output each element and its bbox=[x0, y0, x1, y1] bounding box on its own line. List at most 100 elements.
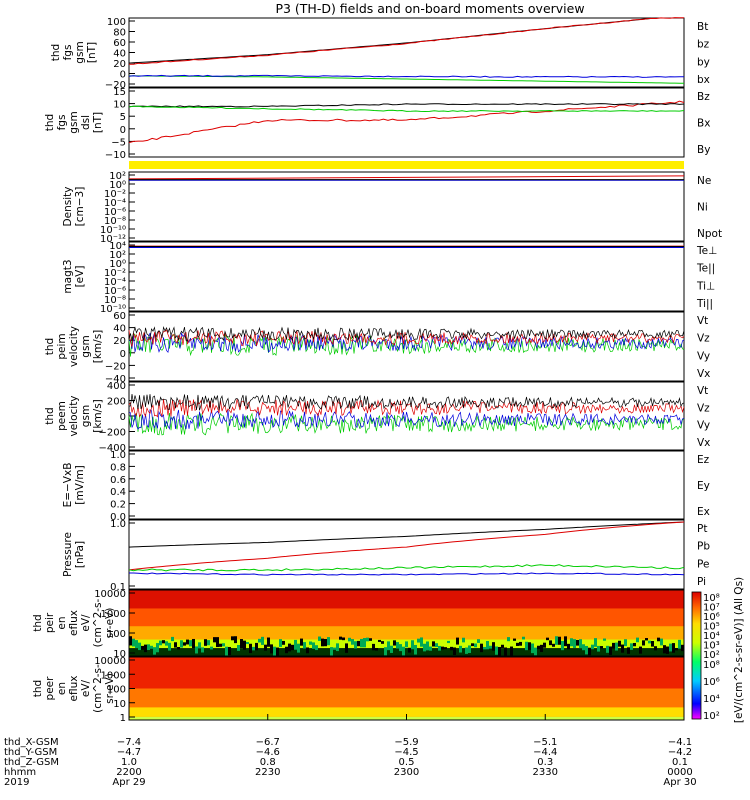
spectrogram-pixel bbox=[156, 643, 159, 653]
y-axis-label-line: [nT] bbox=[86, 42, 98, 63]
y-axis-label-line: eV/ bbox=[80, 614, 92, 632]
spectrogram-pixel bbox=[603, 638, 606, 641]
panel-5: 6040200−20−40thdpeimvelocitygsm[km/s]VtV… bbox=[44, 311, 710, 385]
y-axis-label-line: gsm bbox=[68, 111, 80, 133]
y-tick-label: −10 bbox=[105, 150, 126, 161]
y-axis-label: magt3[eV] bbox=[62, 259, 86, 293]
spectrogram-band bbox=[129, 590, 684, 609]
spectrogram-pixel bbox=[330, 647, 333, 657]
spectrogram-pixel bbox=[204, 639, 207, 646]
spectrogram-pixel bbox=[174, 642, 177, 648]
spectrogram-pixel bbox=[477, 639, 480, 643]
spectrogram-pixel bbox=[558, 636, 561, 645]
spectrogram-pixel bbox=[429, 646, 432, 651]
series-Pt bbox=[128, 521, 685, 548]
spectrogram-pixel bbox=[504, 647, 507, 658]
spectrogram-pixel bbox=[372, 643, 375, 651]
spectrogram-pixel bbox=[459, 645, 462, 653]
spectrogram-pixel bbox=[159, 640, 162, 646]
y-axis-label-line: velocity bbox=[68, 395, 80, 436]
y-axis-label-line: thd bbox=[32, 614, 44, 631]
y-axis-label-line: dsl bbox=[80, 115, 92, 130]
spectrogram-pixel bbox=[342, 637, 345, 641]
panel-10: 10000 1000 100 10 1 thdpeerenefluxeV/(cm^2-s-… bbox=[32, 656, 685, 724]
spectrogram-pixel bbox=[534, 647, 537, 656]
spectrogram-pixel bbox=[255, 642, 258, 651]
spectrogram-pixel bbox=[660, 638, 663, 646]
legend-Ni: Ni bbox=[697, 202, 708, 214]
spectrogram-pixel bbox=[267, 637, 270, 647]
spectrogram-pixel bbox=[594, 638, 597, 647]
legend-Te⊥: Te⊥ bbox=[696, 245, 717, 257]
spectrogram-pixel bbox=[273, 646, 276, 656]
spectrogram-pixel bbox=[615, 642, 618, 651]
spectrogram-band bbox=[129, 707, 684, 717]
legend-Ne: Ne bbox=[697, 175, 711, 187]
spectrogram-pixel bbox=[597, 645, 600, 652]
y-axis-label-line: velocity bbox=[68, 326, 80, 367]
y-axis-label-line: thd bbox=[44, 114, 56, 131]
legend-Vx: Vx bbox=[697, 437, 710, 449]
spectrogram-pixel bbox=[198, 642, 201, 649]
spectrogram-pixel bbox=[138, 642, 141, 651]
y-tick-label: 20 bbox=[113, 336, 126, 347]
y-tick-label: 0.2 bbox=[110, 500, 126, 511]
spectrogram-band bbox=[129, 608, 684, 627]
spectrogram-pixel bbox=[540, 644, 543, 652]
spectrogram-pixel bbox=[546, 637, 549, 641]
trace-vt-ion bbox=[128, 325, 685, 342]
trace-vx-ion bbox=[128, 331, 685, 353]
spectrogram-pixel bbox=[363, 638, 366, 648]
colorbar-tick: 10⁸ bbox=[703, 660, 720, 671]
y-tick-label: 10⁻⁴ bbox=[104, 198, 126, 209]
legend-Npot: Npot bbox=[697, 228, 722, 240]
spectrogram-pixel bbox=[573, 639, 576, 648]
spectrogram-band bbox=[129, 648, 684, 656]
spectrogram-pixel bbox=[291, 644, 294, 651]
spectrogram-pixel bbox=[348, 637, 351, 642]
colorbar-tick: 10² bbox=[703, 711, 720, 722]
spectrogram-pixel bbox=[642, 640, 645, 646]
legend-Vz: Vz bbox=[697, 333, 710, 345]
spectrogram-pixel bbox=[228, 646, 231, 656]
legend-Pe: Pe bbox=[697, 558, 709, 570]
colorbar-tick: 10⁷ bbox=[703, 603, 720, 614]
spectrogram-pixel bbox=[678, 639, 681, 649]
spectrogram-pixel bbox=[336, 643, 339, 652]
spectrogram-pixel bbox=[303, 642, 306, 649]
spectrogram-pixel bbox=[606, 645, 609, 653]
spectrogram-pixel bbox=[516, 642, 519, 646]
legend-Ex: Ex bbox=[697, 506, 710, 518]
spectrogram-pixel bbox=[396, 642, 399, 649]
spectrogram-pixel bbox=[312, 642, 315, 649]
y-axis-label: thdpeerenefluxeV/(cm^2-s-sr-eV) bbox=[32, 664, 116, 713]
spectrogram-pixel bbox=[405, 641, 408, 648]
spectrogram-pixel bbox=[141, 645, 144, 650]
series-Bt bbox=[128, 17, 684, 64]
spectrogram-pixel bbox=[234, 636, 237, 644]
y-axis-label: thdfgsgsmdsl[nT] bbox=[44, 111, 104, 133]
y-axis-label-line: en bbox=[56, 616, 68, 629]
spectrogram-pixel bbox=[288, 643, 291, 652]
spectrogram-pixel bbox=[645, 638, 648, 641]
y-tick-label: 10000 bbox=[94, 656, 126, 667]
status-bar bbox=[129, 161, 684, 169]
legend-by: by bbox=[697, 56, 710, 68]
y-axis-label-line: (cm^2-s- bbox=[92, 598, 104, 647]
y-axis-label-line: (cm^2-s- bbox=[92, 664, 104, 713]
spectrogram-pixel bbox=[282, 640, 285, 645]
spectrogram-pixel bbox=[669, 643, 672, 652]
y-tick-label: 15 bbox=[113, 87, 126, 98]
y-tick-label: 0 bbox=[120, 70, 126, 81]
panel-frame bbox=[128, 87, 685, 158]
y-axis-label: thdpeimvelocitygsm[km/s] bbox=[44, 326, 104, 367]
spectrogram-pixel bbox=[162, 640, 165, 644]
x-row-value: −4.7 bbox=[117, 747, 141, 758]
legend-Pi: Pi bbox=[697, 576, 706, 588]
y-tick-label: 1 bbox=[120, 713, 126, 724]
spectrogram-pixel bbox=[633, 642, 636, 647]
legend-bx: bx bbox=[697, 74, 710, 86]
spectrogram-pixel bbox=[225, 646, 228, 656]
